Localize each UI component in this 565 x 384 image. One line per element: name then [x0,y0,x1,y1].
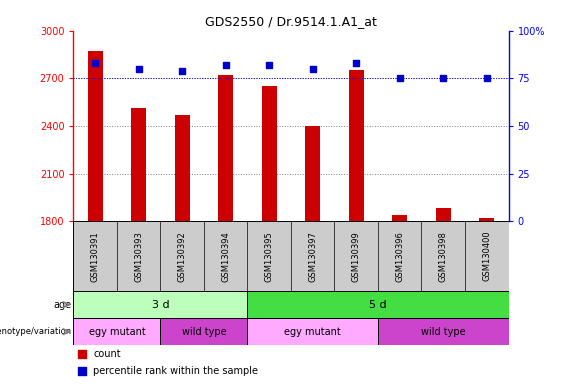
Bar [160,318,247,345]
Text: egy mutant: egy mutant [89,327,145,337]
Text: GSM130397: GSM130397 [308,231,317,281]
Bar [262,86,277,221]
Point [221,62,231,68]
Bar [378,318,508,345]
Point [264,62,274,68]
Point [366,280,375,286]
Point [351,60,361,66]
Bar [305,126,320,221]
Text: egy mutant: egy mutant [284,327,341,337]
Text: 3 d: 3 d [151,300,170,310]
Point [90,60,100,66]
Bar [175,115,190,221]
Point [483,75,492,81]
Point [438,75,447,81]
Text: GSM130394: GSM130394 [221,231,230,281]
Point [177,68,186,74]
Bar [436,209,451,221]
Text: percentile rank within the sample: percentile rank within the sample [93,366,258,376]
Bar [73,318,160,345]
Bar [247,291,508,318]
Text: count: count [93,349,121,359]
Text: GSM130395: GSM130395 [265,231,273,281]
Bar [88,51,103,221]
Bar [247,318,378,345]
Point [308,66,318,72]
Text: GSM130400: GSM130400 [483,231,491,281]
Text: GSM130393: GSM130393 [134,231,143,281]
Text: genotype/variation: genotype/variation [0,327,71,336]
Point [366,121,375,127]
Bar [479,218,494,221]
Bar [73,291,247,318]
Bar [131,109,146,221]
Text: GSM130396: GSM130396 [396,231,404,281]
Point [134,66,144,72]
Bar [218,75,233,221]
Text: GSM130399: GSM130399 [352,231,360,281]
Text: wild type: wild type [421,327,466,337]
Title: GDS2550 / Dr.9514.1.A1_at: GDS2550 / Dr.9514.1.A1_at [205,15,377,28]
Text: GSM130398: GSM130398 [439,231,447,281]
Text: wild type: wild type [182,327,226,337]
Point [396,75,405,81]
Bar [349,70,364,221]
Text: 5 d: 5 d [369,300,387,310]
Text: GSM130391: GSM130391 [91,231,99,281]
Bar [392,215,407,221]
Text: age: age [53,300,71,310]
Text: GSM130392: GSM130392 [178,231,186,281]
